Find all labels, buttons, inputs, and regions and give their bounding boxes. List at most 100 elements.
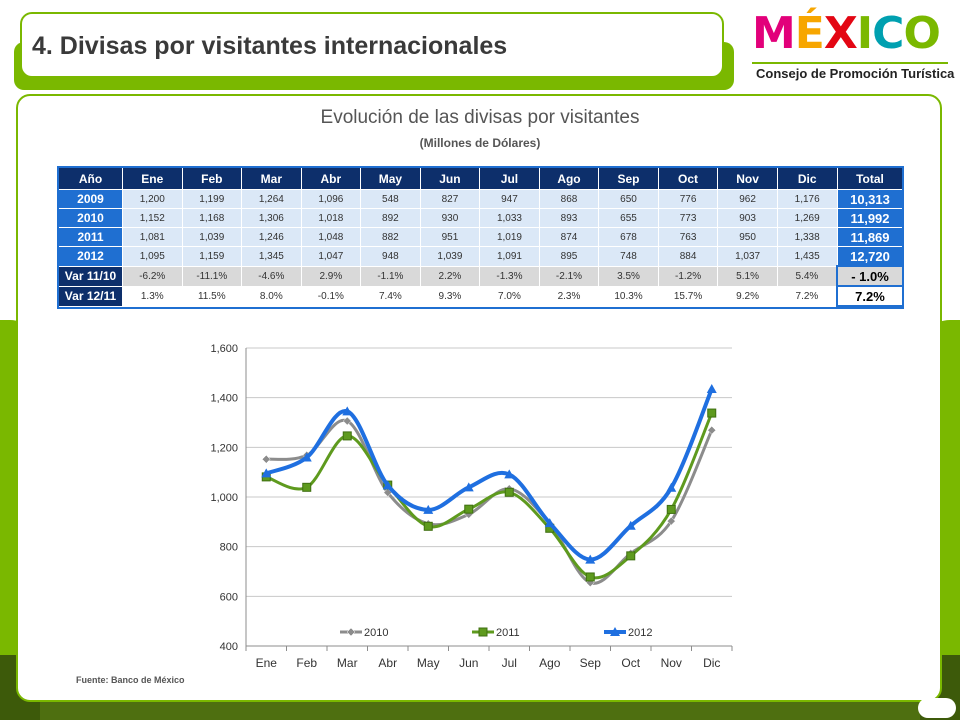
table-cell: 1,095 [122,246,183,267]
chart-title: Evolución de las divisas por visitantes [320,107,640,128]
y-tick-label: 400 [220,641,238,653]
page-title: 4. Divisas por visitantes internacionale… [32,32,508,60]
table-cell: 11.5% [181,285,243,307]
table-cell: 655 [598,208,659,228]
row-total: 11,869 [836,227,904,247]
logo-subtitle: Consejo de Promoción Turística [756,66,955,81]
table-cell: 1,246 [241,227,302,247]
table-cell: 773 [657,208,719,228]
series-line-2011 [265,412,714,580]
table-cell: 1,435 [776,246,838,267]
row-total: 7.2% [836,285,904,307]
legend-marker [478,627,488,637]
row-total: 11,992 [836,208,904,228]
x-tick-label: May [417,656,440,670]
logo-letter: É [794,8,825,59]
table-cell: 1,033 [479,208,540,228]
table-cell: 1,345 [241,246,302,267]
logo-divider [752,62,948,64]
table-cell: 1,338 [776,227,838,247]
table-cell: 10.3% [598,285,659,307]
table-header-cell: Feb [181,167,243,190]
table-row: 2012 1,095 1,159 1,345 1,047 948 1,039 1,091 895… [58,246,904,267]
table-row: 2009 1,200 1,199 1,264 1,096 548 827 947 868 650 7… [58,189,904,209]
table-cell: 882 [360,227,421,247]
data-point-2012 [342,406,353,416]
table-cell: 7.2% [776,285,838,307]
x-tick-label: Dic [703,656,720,670]
row-label: Var 11/10 [58,265,123,287]
table-cell: 1,159 [181,246,243,267]
row-total: 12,720 [836,246,904,267]
table-cell: 1,039 [181,227,243,247]
table-cell: 962 [717,189,778,209]
table-cell: 1,176 [776,189,838,209]
legend-marker [610,627,620,636]
table-header-cell: Total [836,167,904,190]
data-point-2011 [302,482,312,492]
table-header-cell: Ago [538,167,600,190]
legend-label: 2012 [628,627,652,639]
x-tick-label: Oct [621,656,640,670]
data-point-2012 [706,383,717,393]
y-tick-label: 600 [220,591,238,603]
series-line-2012 [265,388,714,562]
x-tick-label: Abr [378,656,397,670]
table-cell: 1,048 [300,227,362,247]
x-tick-label: Nov [661,656,682,670]
table-cell: 1,096 [300,189,362,209]
legend-label: 2011 [496,627,520,639]
table-header-cell: Sep [598,167,659,190]
row-label: Var 12/11 [58,285,123,307]
table-cell: 776 [657,189,719,209]
y-tick-label: 1,400 [210,393,238,405]
table-cell: 1,168 [181,208,243,228]
data-point-2011 [504,487,514,497]
data-point-2012 [504,469,515,479]
x-tick-label: Ago [539,656,561,670]
data-point-2010 [342,416,352,426]
series-line-2010 [266,418,714,585]
logo-letter: O [903,8,940,59]
data-point-2012 [382,480,393,490]
table-cell: 7.0% [479,285,540,307]
data-point-2012 [585,554,596,564]
row-total: - 1.0% [836,265,904,287]
title-bar: 4. Divisas por visitantes internacionale… [20,12,724,78]
x-tick-label: Feb [296,656,317,670]
table-cell: 763 [657,227,719,247]
table-row: 2010 1,152 1,168 1,306 1,018 892 930 1,033 893 65… [58,208,904,228]
table-cell: -6.2% [122,265,183,287]
logo-letter: I [856,8,873,59]
row-label: 2011 [58,227,123,247]
table-cell: 947 [479,189,540,209]
logo-wordmark: MÉXICO [752,10,952,58]
data-table: Año Ene Feb Mar Abr May Jun Jul Ago Sep Oct Nov Dic T… [58,167,904,307]
table-cell: 895 [538,246,600,267]
x-tick-label: Ene [256,656,278,670]
data-point-2010 [261,454,271,464]
table-cell: 650 [598,189,659,209]
y-tick-label: 800 [220,542,238,554]
x-tick-label: Sep [580,656,602,670]
data-point-2012 [544,518,555,528]
x-tick-label: Jul [502,656,517,670]
data-point-2012 [463,482,474,492]
table-cell: 1,152 [122,208,183,228]
table-header-cell: Año [58,167,123,190]
table-cell: -0.1% [300,285,362,307]
x-tick-label: Mar [337,656,358,670]
data-point-2012 [261,468,272,478]
table-cell: -4.6% [241,265,302,287]
x-tick-label: Jun [459,656,478,670]
data-point-2012 [301,452,312,462]
table-cell: 1,264 [241,189,302,209]
mexico-logo: MÉXICO Consejo de Promoción Turística [752,10,955,90]
data-point-2011 [707,408,717,418]
data-point-2011 [423,521,433,531]
table-row: 2011 1,081 1,039 1,246 1,048 882 951 1,019 874 67… [58,227,904,247]
table-cell: 951 [419,227,481,247]
data-point-2011 [666,504,676,514]
table-cell: 950 [717,227,778,247]
